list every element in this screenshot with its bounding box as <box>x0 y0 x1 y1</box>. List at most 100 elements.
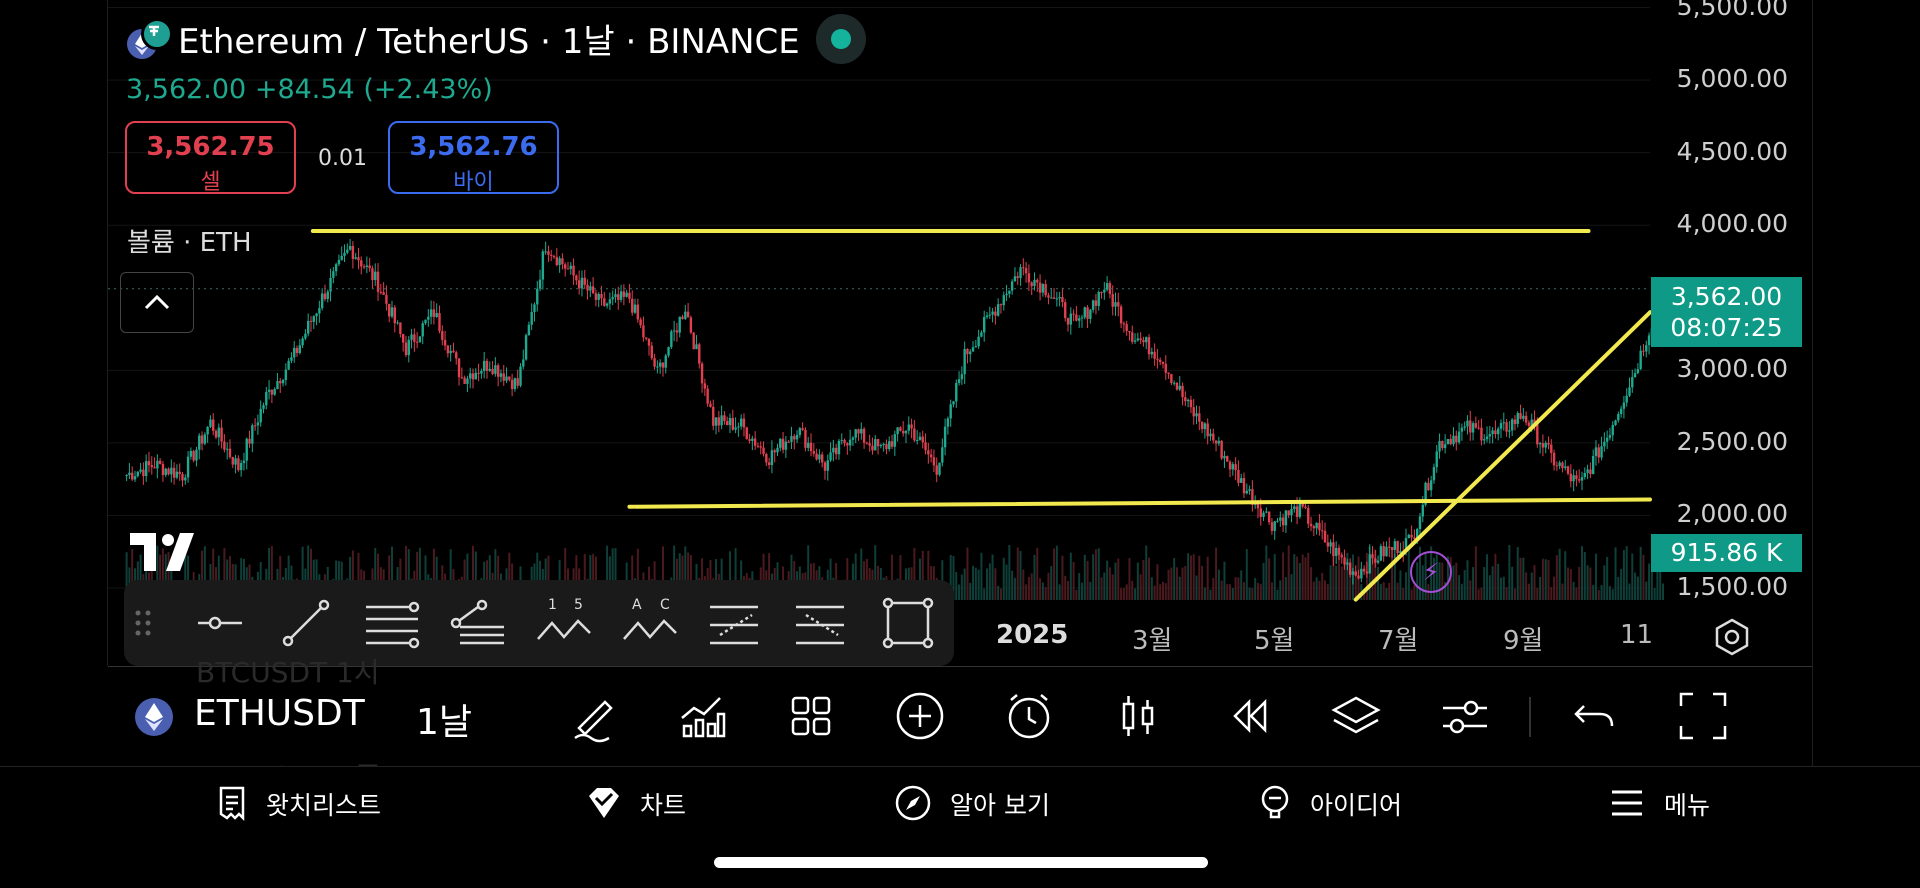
volume-bar <box>1332 550 1335 600</box>
candle-body <box>684 311 687 319</box>
candle-body <box>376 271 380 292</box>
nav-watchlist[interactable]: 왓치리스트 <box>266 791 382 820</box>
trend-line-tool-icon[interactable] <box>276 593 336 653</box>
horizontal-ray-tool-icon[interactable] <box>190 593 250 653</box>
symbol-title[interactable]: Ethereum / TetherUS · 1날 · BINANCE <box>178 22 800 62</box>
sell-button[interactable]: 3,562.75 셀 <box>125 121 296 195</box>
volume-bar <box>351 550 354 600</box>
candle-body <box>1589 469 1592 475</box>
candles-icon[interactable] <box>1110 688 1166 744</box>
chart-icon[interactable] <box>585 784 623 822</box>
volume-bar <box>377 553 380 600</box>
settings-sliders-icon[interactable] <box>1437 688 1493 744</box>
volume-bar <box>349 556 352 600</box>
trendline[interactable] <box>627 497 1652 509</box>
replay-icon[interactable] <box>1219 688 1275 744</box>
candle-body <box>1237 469 1240 483</box>
candle-body <box>1189 399 1193 408</box>
volume-bar <box>1472 567 1475 600</box>
volume-bar <box>1310 567 1313 600</box>
trendline[interactable] <box>1353 310 1652 602</box>
interval-selector[interactable]: 1날 <box>416 702 473 743</box>
candle-body <box>904 430 908 434</box>
nav-explore[interactable]: 알아 보기 <box>950 791 1050 820</box>
volume-bar <box>1259 584 1262 600</box>
candle-body <box>1374 558 1377 563</box>
candle-body <box>1443 444 1447 449</box>
add-icon[interactable] <box>892 688 948 744</box>
home-indicator[interactable] <box>714 857 1208 868</box>
pitchfork-tool-icon[interactable] <box>448 593 508 653</box>
undo-icon[interactable] <box>1566 688 1622 744</box>
candle-body <box>1527 422 1531 426</box>
indicators-icon[interactable] <box>674 688 730 744</box>
volume-bar <box>564 548 567 600</box>
watchlist-icon[interactable] <box>213 784 251 822</box>
time-label-may: 5월 <box>1254 626 1295 656</box>
volume-bar <box>1553 576 1556 600</box>
volume-bar <box>1209 589 1212 600</box>
buy-button[interactable]: 3,562.76 바이 <box>388 121 559 195</box>
candle-body <box>234 458 237 465</box>
candle-body <box>371 268 374 281</box>
volume-bar <box>315 559 318 600</box>
candle-body <box>315 313 318 317</box>
nav-chart[interactable]: 차트 <box>640 791 687 820</box>
chart-settings-icon[interactable] <box>1712 617 1752 657</box>
volume-bar <box>1156 564 1159 600</box>
layers-icon[interactable] <box>1328 688 1384 744</box>
volume-bar <box>432 548 435 600</box>
volume-bar <box>614 547 617 600</box>
nav-ideas[interactable]: 아이디어 <box>1310 791 1403 820</box>
volume-bar <box>1145 545 1148 600</box>
volume-bar <box>1460 583 1463 600</box>
candle-body <box>125 474 128 476</box>
candle-body <box>1463 426 1466 428</box>
candle-body <box>617 294 620 300</box>
rectangle-tool-icon[interactable] <box>878 593 938 653</box>
long-position-tool-icon[interactable] <box>706 593 766 653</box>
candle-body <box>960 374 964 380</box>
drag-handle-icon[interactable] <box>128 593 158 653</box>
candle-body <box>1270 522 1274 531</box>
candle-body <box>1538 443 1542 445</box>
candle-body <box>1161 361 1165 364</box>
menu-icon[interactable] <box>1608 784 1646 822</box>
candle-body <box>469 373 472 379</box>
symbol-selector[interactable]: ETHUSDT <box>194 693 365 734</box>
layouts-icon[interactable] <box>783 688 839 744</box>
lightning-icon[interactable]: ⚡ <box>1410 551 1452 593</box>
brush-icon[interactable] <box>565 688 621 744</box>
candle-body <box>781 438 785 450</box>
volume-bar <box>1142 559 1145 600</box>
idea-bulb-icon[interactable] <box>1256 784 1294 822</box>
candle-body <box>706 388 709 404</box>
compass-icon[interactable] <box>894 784 932 822</box>
volume-bar <box>991 554 994 600</box>
nav-menu[interactable]: 메뉴 <box>1664 791 1711 820</box>
candle-body <box>1569 473 1573 482</box>
candle-body <box>1346 562 1349 565</box>
candle-body <box>544 251 547 253</box>
candle-body <box>759 446 762 448</box>
candle-body <box>955 382 958 402</box>
market-open-indicator[interactable] <box>816 14 866 64</box>
candle-body <box>1220 440 1223 459</box>
volume-bar <box>594 556 597 600</box>
volume-bar <box>952 555 955 600</box>
fullscreen-icon[interactable] <box>1675 688 1731 744</box>
collapse-legend-button[interactable] <box>120 272 194 333</box>
candle-body <box>1393 541 1397 551</box>
alert-clock-icon[interactable] <box>1001 688 1057 744</box>
ethereum-symbol-icon <box>135 698 173 736</box>
candle-body <box>421 323 424 337</box>
volume-bar <box>1178 576 1181 600</box>
candle-body <box>1547 442 1550 445</box>
volume-bar <box>675 558 678 600</box>
volume-bar <box>131 549 134 600</box>
parallel-channel-tool-icon[interactable] <box>362 593 422 653</box>
volume-indicator-label[interactable]: 볼륨 · ETH <box>127 228 252 258</box>
short-position-tool-icon[interactable] <box>792 593 852 653</box>
